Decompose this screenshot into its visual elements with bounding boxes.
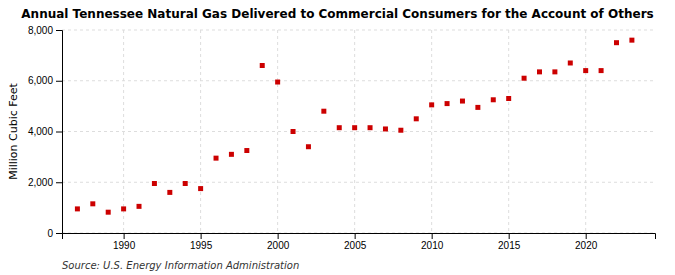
point: [599, 68, 604, 73]
tick: 0: [47, 228, 62, 239]
point: [460, 99, 465, 104]
point: [75, 206, 80, 211]
tick-mark: [355, 233, 356, 239]
tick: 2,000: [28, 177, 62, 188]
grid-line: [62, 182, 655, 183]
point: [291, 129, 296, 134]
grid: [62, 30, 655, 233]
grid-line: [62, 131, 655, 132]
tick-label: 6,000: [28, 75, 53, 86]
point: [522, 76, 527, 81]
axis-line: [56, 31, 63, 234]
point: [229, 152, 234, 157]
point: [306, 144, 311, 149]
annotation: Source: U.S. Energy Information Administ…: [62, 260, 299, 271]
tick-label: 2010: [421, 240, 444, 251]
tick: 2010: [421, 233, 444, 251]
tick-label: 0: [47, 228, 53, 239]
grid-line: [508, 30, 509, 233]
point: [614, 40, 619, 45]
tick: 2015: [498, 233, 521, 251]
tick: 6,000: [28, 75, 62, 86]
point: [583, 68, 588, 73]
tick-mark: [278, 233, 279, 239]
tick: 4,000: [28, 126, 62, 137]
tick-label: 4,000: [28, 126, 53, 137]
tick: 2005: [344, 233, 367, 251]
grid-line: [62, 80, 655, 81]
axis-line: [63, 234, 656, 240]
grid-line: [354, 30, 355, 233]
tick-mark: [56, 81, 62, 82]
tick-mark: [432, 233, 433, 239]
point: [568, 60, 573, 65]
point: [337, 125, 342, 130]
y-axis-title: Million Cubic Feet: [7, 82, 20, 179]
point: [475, 105, 480, 110]
grid-line: [277, 30, 278, 233]
point: [368, 125, 373, 130]
point: [383, 126, 388, 131]
point: [167, 190, 172, 195]
plot-area: 1990 1995 2000 2005 2010 2015 2020 0 2,000 4,000 6…: [28, 25, 656, 251]
point: [214, 156, 219, 161]
point: [137, 204, 142, 209]
tick-mark: [124, 233, 125, 239]
tick: 2000: [267, 233, 290, 251]
point: [414, 116, 419, 121]
tick-label: 2005: [344, 240, 367, 251]
grid-line: [200, 30, 201, 233]
point: [352, 125, 357, 130]
tick-label: 2,000: [28, 177, 53, 188]
tick-label: 8,000: [28, 25, 53, 36]
tick-label: 1990: [113, 240, 136, 251]
tick-mark: [56, 30, 62, 31]
point: [152, 181, 157, 186]
tick-mark: [56, 132, 62, 133]
tick: 1990: [113, 233, 136, 251]
grid-line: [62, 30, 655, 31]
point: [537, 69, 542, 74]
tick: 2020: [575, 233, 598, 251]
point: [429, 102, 434, 107]
tick-label: 2015: [498, 240, 521, 251]
point: [275, 80, 280, 85]
grid-line: [585, 30, 586, 233]
point: [629, 38, 634, 43]
point: [506, 96, 511, 101]
grid-line: [123, 30, 124, 233]
point: [552, 69, 557, 74]
tick-label: 2000: [267, 240, 290, 251]
point: [106, 210, 111, 215]
point: [198, 186, 203, 191]
point: [321, 109, 326, 114]
point: [90, 201, 95, 206]
y-axis: 0 2,000 4,000 6,000 8,000: [28, 25, 63, 239]
tick-mark: [56, 233, 62, 234]
point: [445, 101, 450, 106]
x-axis: 1990 1995 2000 2005 2010 2015 2020: [63, 233, 656, 251]
tick: 8,000: [28, 25, 62, 36]
tick-mark: [56, 182, 62, 183]
tick-label: 2020: [575, 240, 598, 251]
point: [491, 97, 496, 102]
tick-mark: [586, 233, 587, 239]
point: [121, 206, 126, 211]
title: Annual Tennessee Natural Gas Delivered t…: [21, 7, 653, 21]
point: [260, 63, 265, 68]
point: [244, 148, 249, 153]
chart: 1990 1995 2000 2005 2010 2015 2020 0 2,000 4,000 6…: [0, 0, 675, 275]
tick-mark: [201, 233, 202, 239]
point: [398, 128, 403, 133]
point: [183, 181, 188, 186]
points: [75, 38, 634, 215]
tick-mark: [509, 233, 510, 239]
grid-line: [431, 30, 432, 233]
tick: 1995: [190, 233, 213, 251]
tick-label: 1995: [190, 240, 213, 251]
